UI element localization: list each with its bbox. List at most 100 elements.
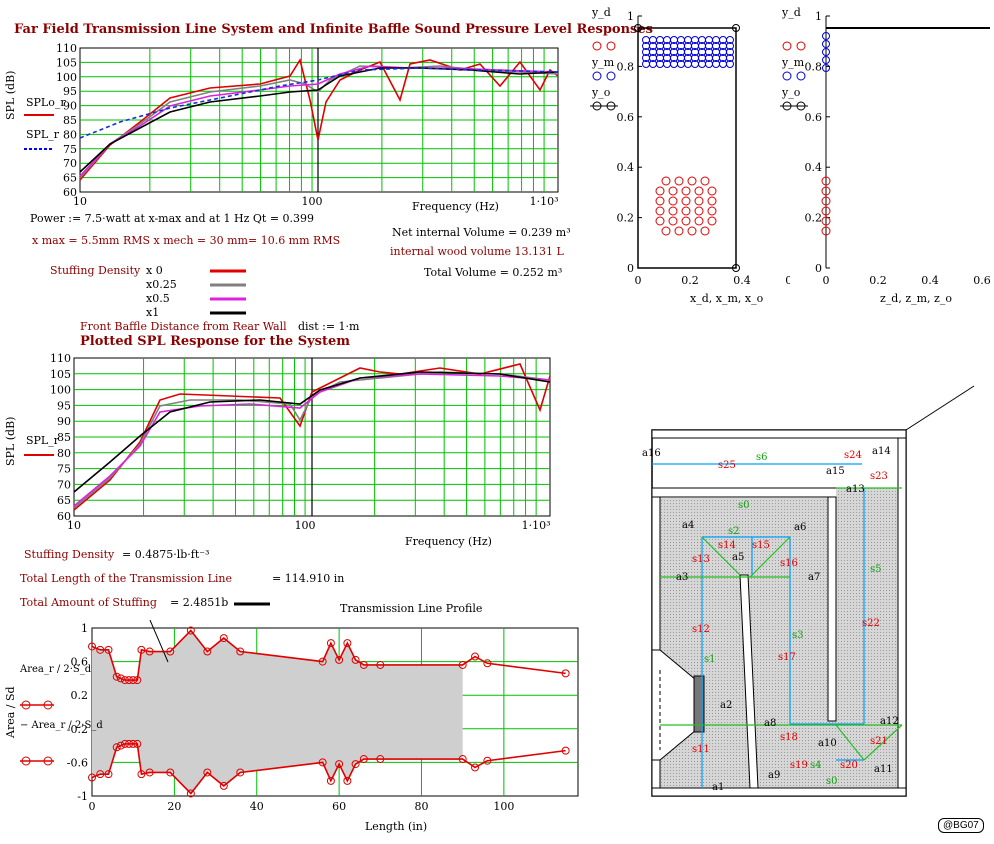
x-tick: 0 (823, 274, 830, 287)
legend-red-line (24, 114, 54, 116)
profile-marker (166, 768, 175, 777)
y-tick: 100 (56, 71, 77, 84)
yd-point (681, 206, 691, 216)
node-label: a9 (768, 770, 780, 781)
profile-fill (92, 630, 463, 794)
profile-lower (91, 743, 566, 795)
x-tick: 100 (302, 195, 323, 208)
stuffing-title: Stuffing Density (50, 264, 141, 277)
mid-legend-line (24, 454, 54, 456)
red-label: s17 (778, 652, 796, 663)
profile-marker (318, 657, 327, 666)
profile-marker (561, 669, 570, 678)
y-tick: 85 (63, 114, 77, 127)
y-tick: 0 (627, 262, 634, 275)
profile-marker (471, 652, 480, 661)
x-tick: 0.6 (785, 274, 790, 287)
green-label: s0 (826, 776, 838, 787)
profile-marker (137, 770, 146, 779)
profile-marker (104, 645, 113, 654)
profile-marker (186, 789, 195, 798)
scatter-zd-chart: 1 0.8 0.6 0.4 0.2 00 0.2 0.4 0.6 (805, 10, 990, 287)
yd-point (668, 206, 678, 216)
y-tick: 80 (57, 447, 71, 460)
sc1-legend-yo: y_o (592, 86, 611, 99)
enclosure-diagram: s6 s0 s2 s1 s3 s5 s4 s0 s25 s24 s23 s14 s15 s13 s16 s12… (642, 385, 975, 797)
profile-legend1-line (20, 700, 54, 710)
profile-marker (120, 676, 129, 685)
profile-marker (359, 755, 368, 764)
y-tick: -0.6 (67, 756, 88, 769)
node-label: a1 (712, 782, 724, 793)
node-label: a4 (682, 520, 694, 531)
mid-curve-x1 (73, 371, 551, 493)
ym-point (726, 42, 734, 50)
y-tick: 1 (815, 10, 822, 23)
y-tick: 0.2 (617, 212, 635, 225)
y-tick: 65 (63, 172, 77, 185)
yd-point (694, 216, 704, 226)
sc1-legend-markers (590, 41, 618, 111)
profile-marker (236, 647, 245, 656)
red-label: s25 (718, 460, 736, 471)
density-label: Stuffing Density (24, 548, 115, 561)
profile-marker (186, 626, 195, 635)
yd-point (681, 186, 691, 196)
profile-marker (343, 639, 352, 648)
yd-point (707, 196, 717, 206)
zd-point (821, 216, 831, 226)
green-label: s0 (738, 500, 750, 511)
y-tick: 90 (63, 100, 77, 113)
x-tick: 1·10³ (522, 519, 551, 532)
y-tick: 105 (50, 368, 71, 381)
profile-marker (343, 776, 352, 785)
profile-marker (88, 642, 96, 651)
profile-marker (351, 655, 360, 664)
length-label: Total Length of the Transmission Line (20, 572, 233, 585)
x-tick: 80 (414, 800, 428, 813)
mid-chart-title: Plotted SPL Response for the System (80, 334, 351, 349)
curve-x1 (79, 67, 559, 173)
profile-marker (133, 676, 142, 685)
profile-marker (145, 647, 154, 656)
yd-point (661, 226, 671, 236)
stuffing-x1: x1 (146, 306, 160, 319)
profile-marker (88, 773, 96, 782)
mid-curve-x0 (73, 363, 551, 511)
yo-point (634, 24, 642, 32)
y-tick: 70 (63, 157, 77, 170)
profile-marker (96, 645, 105, 654)
zd-point (821, 226, 831, 236)
x-tick: 40 (250, 800, 264, 813)
yd-point (700, 176, 710, 186)
yd-point (668, 216, 678, 226)
node-label: a16 (642, 448, 661, 459)
profile-marker (471, 763, 480, 772)
total-volume: Total Volume = 0.252 m³ (424, 266, 563, 279)
amount-label: Total Amount of Stuffing (20, 596, 157, 609)
yd-point (655, 186, 665, 196)
y-tick: 75 (63, 143, 77, 156)
yd-point (674, 176, 684, 186)
yd-point (668, 186, 678, 196)
xmax-text: x max = 5.5mm RMS x mech = 30 mm= 10.6 m… (32, 234, 341, 247)
red-label: s11 (692, 744, 710, 755)
profile-legend2: − Area_r / 2·S_d (20, 720, 103, 731)
yd-point (694, 206, 704, 216)
profile-legend1: Area_r / 2·S_d (20, 664, 92, 675)
zm-point (822, 40, 830, 48)
profile-marker (458, 755, 467, 764)
red-label: s19 (790, 760, 808, 771)
node-label: a15 (826, 466, 845, 477)
y-tick: 100 (50, 384, 71, 397)
y-tick: 0 (815, 262, 822, 275)
x-tick: 10 (67, 519, 81, 532)
x-tick: 0.4 (921, 274, 939, 287)
y-tick: 95 (63, 85, 77, 98)
profile-marker (203, 647, 212, 656)
guide-line (749, 536, 791, 578)
yd-point (687, 226, 697, 236)
sc2-legend-yo: y_o (782, 86, 801, 99)
